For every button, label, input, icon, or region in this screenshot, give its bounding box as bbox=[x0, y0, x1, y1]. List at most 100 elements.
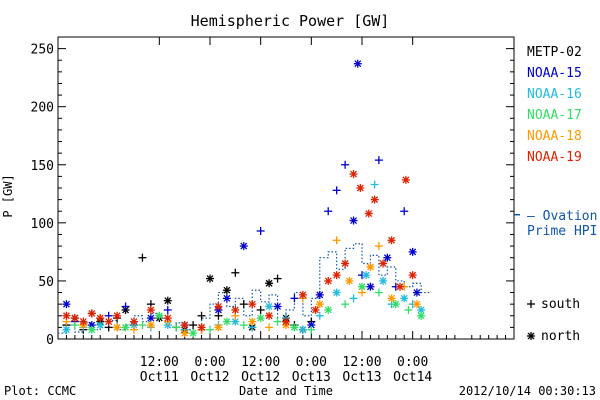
south-point bbox=[370, 180, 379, 189]
south-point bbox=[324, 207, 333, 216]
north-point bbox=[356, 184, 365, 192]
north-point bbox=[62, 311, 71, 320]
north-point bbox=[349, 216, 358, 225]
north-point bbox=[383, 253, 392, 262]
north-point bbox=[104, 317, 113, 326]
north-point bbox=[265, 311, 274, 320]
south-point bbox=[400, 207, 409, 216]
y-tick-label: 200 bbox=[31, 101, 54, 116]
north-point bbox=[96, 314, 105, 323]
south-point bbox=[256, 226, 265, 235]
legend-entry: METP-02 bbox=[527, 45, 582, 60]
north-point bbox=[324, 276, 333, 285]
south-point bbox=[138, 321, 147, 330]
north-point bbox=[358, 282, 366, 291]
north-point bbox=[353, 59, 362, 68]
south-point bbox=[404, 305, 413, 314]
north-point bbox=[315, 300, 324, 309]
north-point bbox=[113, 323, 122, 332]
north-point bbox=[298, 325, 307, 334]
legend-ovation-line2: Prime HPI bbox=[527, 224, 597, 239]
y-tick-label: 150 bbox=[31, 159, 54, 174]
series-noaa-17 bbox=[70, 282, 426, 338]
south-point bbox=[138, 253, 147, 262]
north-point bbox=[96, 321, 105, 330]
south-point bbox=[130, 325, 138, 334]
north-point bbox=[121, 323, 130, 332]
north-point bbox=[379, 276, 388, 285]
north-point bbox=[197, 323, 206, 332]
north-point bbox=[408, 247, 417, 256]
legend-entry: NOAA-16 bbox=[527, 87, 582, 102]
north-point bbox=[62, 300, 71, 309]
north-point bbox=[315, 290, 324, 299]
north-point bbox=[146, 305, 155, 314]
north-point bbox=[307, 321, 316, 330]
plot-credit: Plot: CCMC bbox=[4, 384, 76, 398]
x-tick-label-time: 0:00 bbox=[194, 355, 225, 370]
north-point bbox=[396, 282, 404, 291]
x-tick-label-date: Oct14 bbox=[393, 370, 432, 385]
north-point bbox=[248, 317, 257, 326]
north-point bbox=[311, 305, 320, 314]
north-point bbox=[180, 329, 189, 338]
south-point bbox=[273, 317, 282, 326]
x-tick-label-time: 0:00 bbox=[397, 355, 428, 370]
south-point bbox=[332, 236, 341, 245]
north-point bbox=[366, 282, 375, 291]
south-point bbox=[70, 321, 79, 330]
y-tick-label: 250 bbox=[31, 43, 54, 58]
legend-north-label: north bbox=[541, 329, 580, 344]
south-point bbox=[358, 288, 366, 297]
x-tick-label-time: 0:00 bbox=[296, 355, 327, 370]
north-point bbox=[349, 170, 358, 179]
north-point bbox=[222, 294, 231, 303]
series-noaa-15 bbox=[62, 59, 421, 334]
north-point bbox=[401, 175, 410, 184]
south-point bbox=[206, 325, 214, 334]
x-tick-label-time: 12:00 bbox=[241, 355, 280, 370]
north-point bbox=[400, 294, 409, 303]
plot-border bbox=[57, 36, 515, 340]
north-point bbox=[265, 279, 274, 288]
north-point bbox=[282, 317, 290, 326]
south-point bbox=[239, 300, 248, 309]
south-point bbox=[341, 300, 350, 309]
south-point bbox=[197, 311, 206, 320]
north-point bbox=[364, 209, 373, 218]
south-point bbox=[189, 321, 198, 330]
south-point bbox=[315, 311, 324, 320]
north-point bbox=[362, 271, 371, 280]
north-point bbox=[527, 332, 535, 340]
north-point bbox=[222, 286, 231, 295]
north-point bbox=[87, 325, 96, 334]
x-tick-label-time: 12:00 bbox=[342, 355, 381, 370]
north-point bbox=[146, 321, 155, 330]
south-point bbox=[239, 321, 248, 330]
legend-ovation-line1: — Ovation bbox=[527, 209, 597, 224]
x-tick-label-date: Oct12 bbox=[190, 370, 229, 385]
north-point bbox=[256, 314, 265, 323]
north-point bbox=[387, 294, 396, 303]
north-point bbox=[412, 288, 421, 297]
y-axis: 0 50 100 150 200 250 bbox=[31, 43, 514, 348]
south-point bbox=[163, 305, 172, 314]
south-point bbox=[332, 186, 341, 195]
north-point bbox=[265, 302, 274, 311]
north-point bbox=[370, 195, 379, 204]
north-point bbox=[332, 288, 341, 297]
north-point bbox=[412, 300, 421, 309]
south-point bbox=[341, 160, 350, 169]
north-point bbox=[290, 323, 299, 332]
north-point bbox=[379, 259, 388, 268]
north-point bbox=[146, 314, 155, 323]
north-point bbox=[345, 276, 354, 285]
legend: METP-02 NOAA-15 NOAA-16 NOAA-17 NOAA-18 NOAA-… bbox=[527, 45, 597, 344]
north-point bbox=[417, 311, 426, 320]
north-point bbox=[189, 329, 198, 338]
north-point bbox=[62, 325, 71, 334]
x-tick-label-time: 12:00 bbox=[140, 355, 179, 370]
north-point bbox=[113, 311, 122, 320]
north-point bbox=[222, 317, 231, 326]
